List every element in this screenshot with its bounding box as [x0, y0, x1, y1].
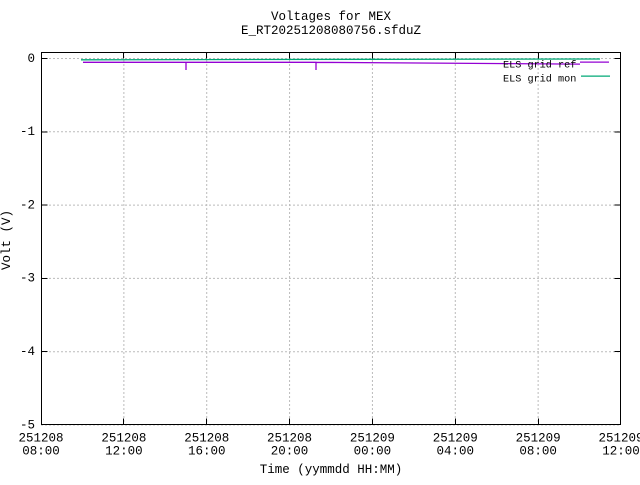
svg-text:Time (yymmdd HH:MM): Time (yymmdd HH:MM) [260, 463, 403, 477]
svg-text:251209: 251209 [516, 432, 561, 446]
svg-text:16:00: 16:00 [188, 445, 226, 459]
svg-text:251208: 251208 [18, 432, 63, 446]
svg-text:251209: 251209 [433, 432, 478, 446]
svg-text:04:00: 04:00 [437, 445, 475, 459]
svg-text:251209: 251209 [350, 432, 395, 446]
svg-text:08:00: 08:00 [22, 445, 60, 459]
svg-text:-1: -1 [20, 125, 35, 139]
svg-text:Voltages for MEX: Voltages for MEX [271, 10, 392, 24]
svg-text:E_RT20251208080756.sfduZ: E_RT20251208080756.sfduZ [241, 24, 422, 38]
svg-text:251208: 251208 [184, 432, 229, 446]
svg-text:12:00: 12:00 [602, 445, 640, 459]
svg-text:-5: -5 [20, 418, 35, 432]
svg-text:00:00: 00:00 [354, 445, 392, 459]
svg-text:Volt (V): Volt (V) [0, 210, 14, 270]
svg-text:0: 0 [27, 52, 35, 66]
svg-text:251209: 251209 [598, 432, 640, 446]
svg-text:12:00: 12:00 [105, 445, 143, 459]
svg-text:ELS grid ref: ELS grid ref [503, 60, 576, 72]
svg-text:251208: 251208 [101, 432, 146, 446]
svg-text:08:00: 08:00 [519, 445, 557, 459]
svg-text:ELS grid mon: ELS grid mon [503, 74, 576, 86]
svg-text:-3: -3 [20, 272, 35, 286]
svg-text:20:00: 20:00 [271, 445, 309, 459]
svg-text:-2: -2 [20, 198, 35, 212]
svg-text:-4: -4 [20, 345, 35, 359]
svg-text:251208: 251208 [267, 432, 312, 446]
